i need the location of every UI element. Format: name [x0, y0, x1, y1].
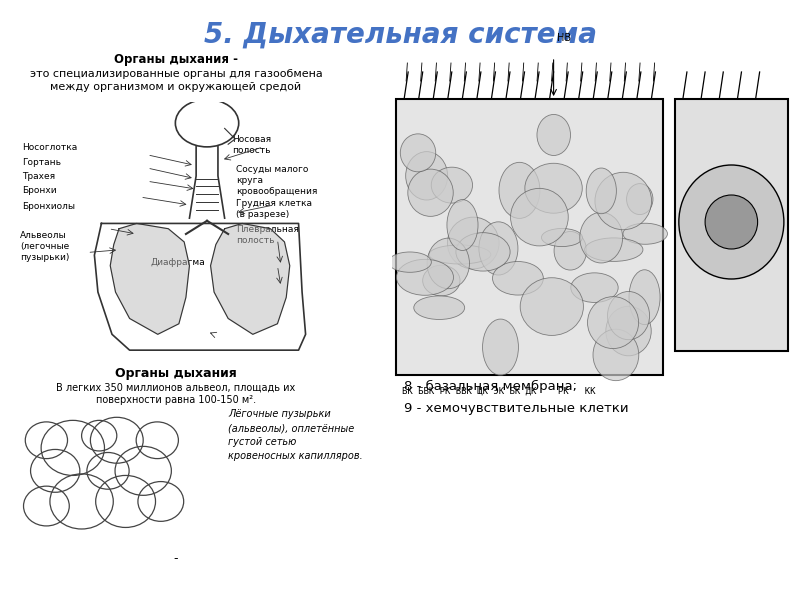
Ellipse shape — [456, 233, 510, 271]
Ellipse shape — [447, 200, 478, 250]
Ellipse shape — [482, 319, 518, 375]
Ellipse shape — [499, 163, 540, 218]
Text: Сосуды малого
круга
кровообращения: Сосуды малого круга кровообращения — [236, 165, 318, 196]
FancyBboxPatch shape — [674, 99, 788, 351]
Ellipse shape — [570, 273, 618, 302]
Ellipse shape — [431, 167, 473, 203]
Text: В легких 350 миллионов альвеол, площадь их: В легких 350 миллионов альвеол, площадь … — [56, 383, 296, 393]
Text: -: - — [174, 552, 178, 565]
Text: 2 - эндокринные клетки;: 2 - эндокринные клетки; — [404, 245, 578, 257]
Text: 8 - базальная мембрана;: 8 - базальная мембрана; — [404, 379, 577, 392]
Ellipse shape — [400, 134, 436, 172]
Ellipse shape — [427, 238, 470, 289]
Text: Альвеолы
(легочные
пузырьки): Альвеолы (легочные пузырьки) — [20, 231, 70, 262]
Ellipse shape — [623, 223, 667, 244]
Ellipse shape — [510, 188, 568, 246]
Ellipse shape — [586, 168, 616, 214]
Text: БМ: БМ — [762, 223, 778, 233]
Text: Плевральная
полость: Плевральная полость — [236, 225, 299, 245]
Ellipse shape — [408, 169, 454, 217]
Text: Гортань: Гортань — [22, 158, 62, 167]
Ellipse shape — [626, 184, 653, 215]
Ellipse shape — [580, 212, 622, 263]
Ellipse shape — [525, 163, 582, 213]
Ellipse shape — [587, 296, 638, 349]
Text: поверхности равна 100-150 м².: поверхности равна 100-150 м². — [96, 395, 256, 405]
Text: 1 - реснитчатые эпителиоциты;: 1 - реснитчатые эпителиоциты; — [404, 222, 628, 235]
Ellipse shape — [429, 245, 491, 264]
FancyBboxPatch shape — [396, 99, 662, 375]
Ellipse shape — [542, 229, 582, 247]
Text: 4 - камбиальные клетки;: 4 - камбиальные клетки; — [404, 289, 579, 302]
Polygon shape — [210, 223, 290, 334]
Ellipse shape — [447, 217, 499, 269]
Ellipse shape — [537, 115, 570, 155]
Ellipse shape — [629, 270, 660, 325]
Text: Трахея: Трахея — [22, 172, 55, 181]
Text: Органы дыхания -: Органы дыхания - — [114, 53, 238, 66]
Ellipse shape — [554, 232, 586, 270]
Text: Бронхиолы: Бронхиолы — [22, 202, 75, 211]
Text: 6 - нервное волокно;: 6 - нервное волокно; — [404, 335, 554, 347]
Polygon shape — [110, 223, 190, 334]
Text: это специализированные органы для газообмена
между организмом и окружающей средо: это специализированные органы для газооб… — [30, 69, 322, 92]
Ellipse shape — [679, 165, 784, 279]
Text: Диафрагма: Диафрагма — [150, 258, 205, 267]
Ellipse shape — [422, 265, 460, 296]
Ellipse shape — [585, 238, 643, 262]
Text: 7 - клетки Клара;: 7 - клетки Клара; — [404, 357, 526, 370]
Ellipse shape — [705, 195, 758, 249]
Ellipse shape — [520, 278, 583, 335]
Ellipse shape — [414, 296, 465, 319]
Text: 9 - хемочувствительные клетки: 9 - хемочувствительные клетки — [404, 402, 629, 415]
Ellipse shape — [607, 292, 650, 340]
Text: Грудная клетка
(в разрезе): Грудная клетка (в разрезе) — [236, 199, 312, 219]
Text: Органы дыхания: Органы дыхания — [115, 367, 237, 380]
Text: Бронхи: Бронхи — [22, 186, 57, 195]
Ellipse shape — [479, 222, 518, 275]
Ellipse shape — [406, 152, 448, 200]
Text: 5 - безреснитчатые клетки;: 5 - безреснитчатые клетки; — [404, 312, 598, 325]
Ellipse shape — [595, 172, 651, 230]
Ellipse shape — [389, 252, 431, 272]
Text: Носоглотка: Носоглотка — [22, 143, 78, 152]
Text: Носовая
полость: Носовая полость — [232, 135, 271, 155]
Text: 3 - бокаловидные экзокриноциты;: 3 - бокаловидные экзокриноциты; — [404, 267, 646, 280]
Ellipse shape — [606, 306, 651, 356]
Ellipse shape — [493, 262, 543, 295]
Ellipse shape — [593, 329, 638, 380]
Text: БК БВК РК ВВК ЩК ЭК БК ДК    РК   КК: БК БВК РК ВВК ЩК ЭК БК ДК РК КК — [402, 387, 595, 396]
Text: Лёгочные пузырьки
(альвеолы), оплетённые
густой сетью
кровеносных капилляров.: Лёгочные пузырьки (альвеолы), оплетённые… — [228, 409, 362, 461]
Text: НВ: НВ — [557, 33, 571, 43]
Text: 5. Дыхательная система: 5. Дыхательная система — [203, 21, 597, 49]
Ellipse shape — [397, 259, 454, 295]
